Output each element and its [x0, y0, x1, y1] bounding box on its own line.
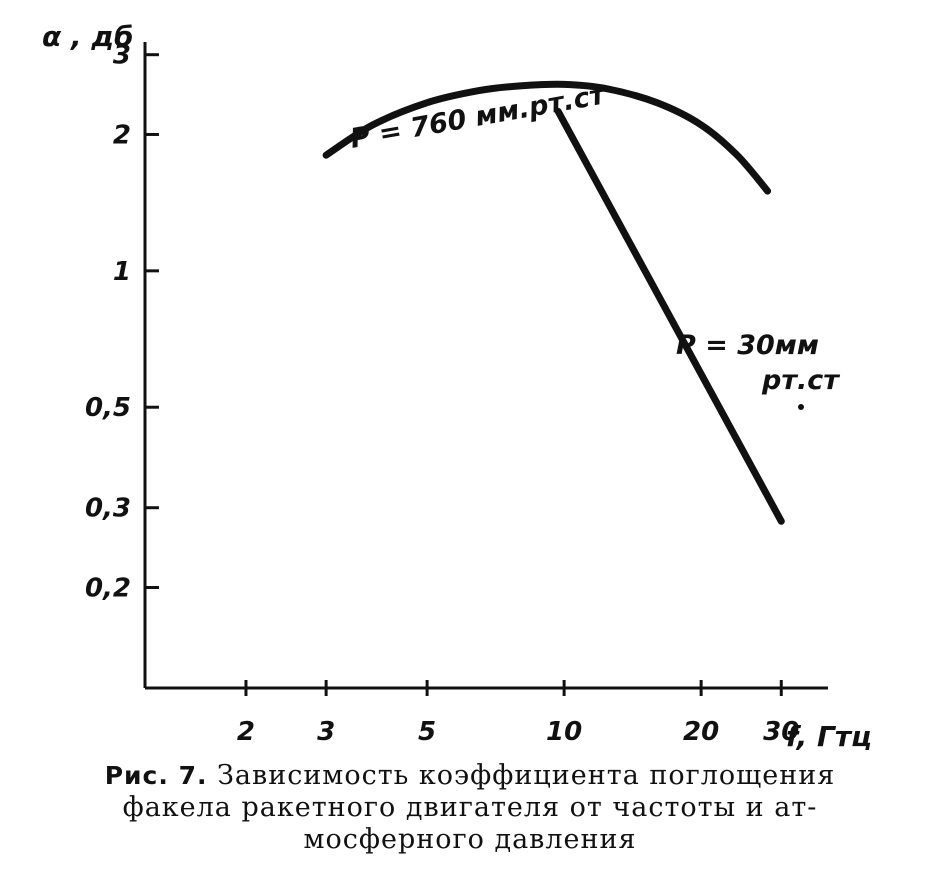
- x-axis-title: f, Гтц: [786, 720, 872, 753]
- y-tick-label: 0,3: [85, 494, 131, 524]
- caption-line-1: Рис. 7. Зависимость коэффициента поглоще…: [60, 760, 880, 792]
- caption-text-1: Зависимость коэффициента поглощения: [217, 760, 836, 791]
- x-ticks: 2 3 5 10 20 30: [237, 680, 799, 747]
- caption-line-3: мосферного давления: [303, 824, 637, 855]
- x-tick-label: 2: [237, 717, 255, 747]
- series-label-30-line2: рт.ст: [761, 365, 840, 396]
- series-label-30-line1: P = 30мм: [676, 330, 819, 361]
- x-tick-label: 10: [546, 717, 582, 747]
- y-tick-label: 0,5: [85, 393, 131, 423]
- x-tick-label: 20: [683, 717, 719, 747]
- series-group: [322, 80, 785, 525]
- y-tick-label: 1: [113, 257, 131, 287]
- stray-dot: [798, 404, 804, 410]
- y-tick-label: 0,2: [85, 573, 131, 603]
- axes: [143, 42, 828, 690]
- series-line-760: [322, 80, 772, 195]
- x-tick-label: 30: [763, 717, 799, 747]
- y-axis-title: α , дб: [42, 20, 134, 53]
- series-line-30: [554, 107, 785, 525]
- caption-line-2: факела ракетного двигателя от частоты и …: [122, 792, 818, 823]
- figure-number: Рис. 7.: [104, 761, 208, 790]
- x-tick-label: 5: [418, 717, 436, 747]
- figure-caption: Рис. 7. Зависимость коэффициента поглоще…: [60, 760, 880, 856]
- y-ticks: 0,2 0,3 0,5 1 2 3: [85, 41, 159, 603]
- y-tick-label: 2: [113, 120, 131, 150]
- x-tick-label: 3: [317, 717, 335, 747]
- y-tick-label: 3: [113, 41, 131, 71]
